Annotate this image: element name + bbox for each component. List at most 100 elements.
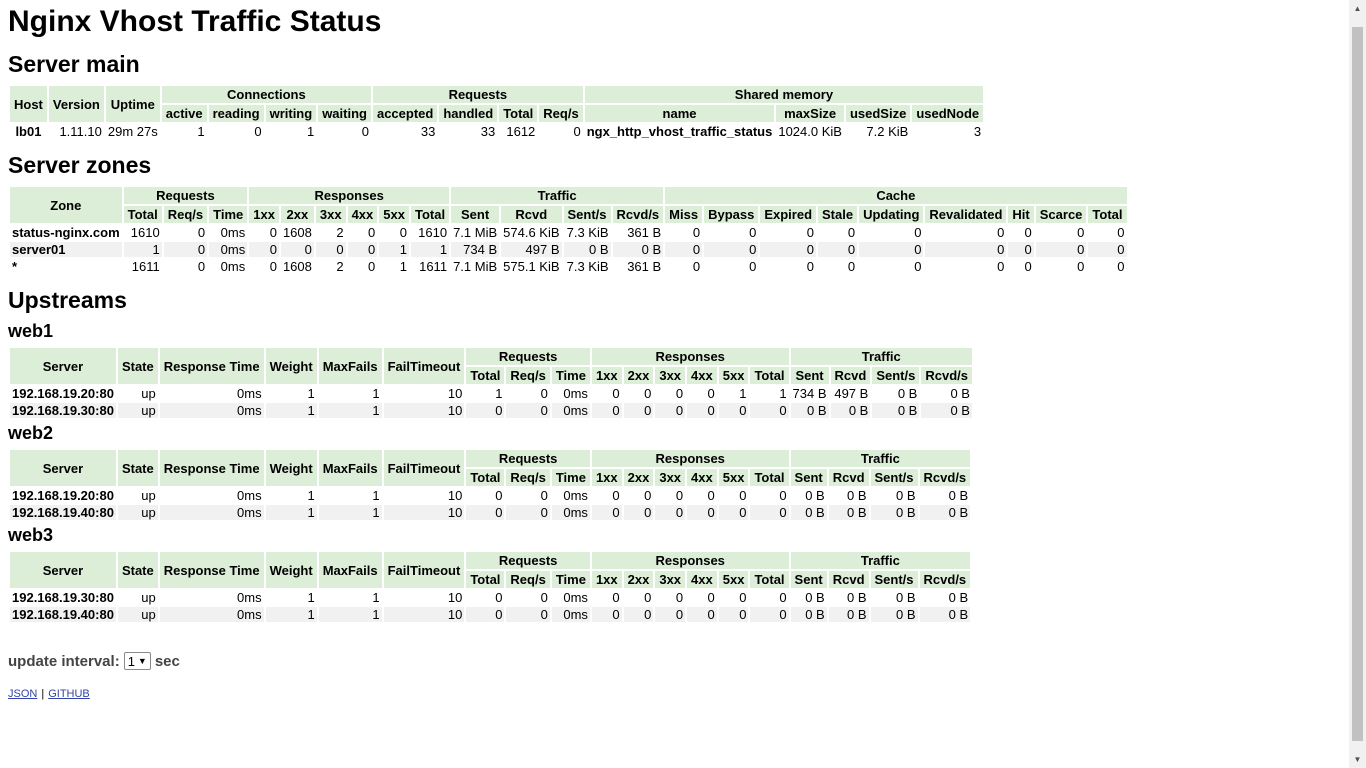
table-row: * 1611 0 0ms 0 1608 2 0 1 1611 7.1 MiB 575.1 KiB 7.3… (10, 259, 1127, 274)
cell: 7.3 KiB (566, 259, 609, 274)
sub-header: Req/s (506, 469, 550, 486)
cell: 0 (591, 403, 622, 418)
cell: 0 (997, 259, 1005, 274)
sub-header: Sent (790, 367, 829, 384)
cell: 0 (368, 225, 376, 240)
upstream-subheaders: Total Req/s Time 1xx 2xx 3xx 4xx 5xx Total Sent Rc… (10, 571, 971, 588)
update-interval-unit: sec (154, 652, 180, 670)
sub-header: Hit (1008, 206, 1034, 223)
link-separator: | (41, 688, 45, 700)
sub-header: Total (750, 571, 789, 588)
sub-header: Total (750, 469, 789, 486)
cell: 0 (779, 488, 787, 503)
cell: 0 (466, 505, 505, 520)
sub-header: Time (551, 367, 590, 384)
json-link[interactable]: JSON (8, 688, 38, 700)
sub-header: Req/s (539, 105, 583, 122)
cell: 0 (718, 403, 749, 418)
cell: 0 (1077, 259, 1085, 274)
scrollbar-thumb[interactable] (1352, 27, 1363, 741)
cell: 0 (495, 590, 503, 605)
col-uptime: Uptime (105, 86, 160, 122)
cell: 0 (739, 488, 747, 503)
cell: 0 (495, 488, 503, 503)
cell: 0 (847, 259, 856, 274)
cell: 0 (540, 488, 548, 503)
cell: 0 B (950, 386, 970, 401)
cell: 0 (623, 403, 654, 418)
cell: 0 (750, 505, 789, 520)
sub-header: Sent/s (870, 469, 918, 486)
cell-uptime: 29m 27s (107, 124, 158, 139)
cell: 0ms (551, 403, 590, 418)
sub-header: Total (466, 571, 505, 588)
col-response-time: Response Time (159, 450, 264, 486)
sub-header: 5xx (718, 469, 749, 486)
cell: 7.2 KiB (866, 124, 909, 139)
cell: 0 (718, 607, 749, 622)
cell-version: 1.11.10 (59, 124, 102, 139)
github-link[interactable]: GITHUB (48, 688, 90, 700)
group-responses: Responses (249, 187, 450, 204)
cell: 3 (973, 124, 982, 139)
upstream-table: Server State Response Time Weight MaxFails Fa… (8, 346, 974, 420)
cell: 734 B (451, 242, 500, 257)
cell: 0 B (897, 386, 918, 401)
cell: 0 (623, 505, 654, 520)
cell-server-address: 192.168.19.30:80 (12, 590, 114, 605)
col-state: State (117, 348, 158, 384)
cell: 0 (163, 242, 208, 257)
cell: 0 (847, 225, 856, 240)
cell: 1024.0 KiB (778, 124, 842, 139)
cell: 0 B (828, 607, 869, 622)
sub-header: Sent (451, 206, 500, 223)
cell: 0 (1088, 242, 1127, 257)
cell: 0 (1008, 242, 1034, 257)
group-connections: Connections (161, 86, 371, 103)
col-weight: Weight (265, 450, 317, 486)
cell: 1610 (418, 225, 448, 240)
cell: 0ms (209, 242, 248, 257)
col-max-fails: MaxFails (318, 450, 382, 486)
cell: 0 (269, 225, 277, 240)
cell: 0 B (790, 505, 827, 520)
cell-server-address: 192.168.19.40:80 (10, 505, 116, 520)
sub-header: 3xx (655, 469, 686, 486)
cell: 0ms (159, 505, 264, 520)
cell: 0 (750, 607, 789, 622)
cell: 0 B (805, 590, 825, 605)
col-weight: Weight (265, 552, 317, 588)
sub-header: 1xx (591, 571, 622, 588)
col-fail-timeout: FailTimeout (383, 450, 465, 486)
cell: 10 (447, 386, 463, 401)
cell: 1 (307, 590, 315, 605)
sub-header: 3xx (655, 367, 686, 384)
upstream-table: Server State Response Time Weight MaxFails Fa… (8, 550, 972, 624)
scroll-down-icon[interactable]: ▼ (1353, 755, 1362, 764)
cell: 0ms (220, 225, 246, 240)
cell: 0 (249, 242, 279, 257)
cell: 0 (612, 488, 620, 503)
upstreams-heading: Upstreams (8, 287, 127, 313)
cell: 1 (265, 607, 317, 622)
group-requests: Requests (466, 450, 590, 467)
cell: 0 (675, 386, 684, 401)
sub-header: Rcvd (830, 367, 871, 384)
cell: 0 (707, 590, 715, 605)
vertical-scrollbar[interactable]: ▲ ▼ (1349, 0, 1366, 768)
cell: 0 B (919, 607, 971, 622)
cell: 1 (372, 590, 380, 605)
update-interval-select[interactable]: 1 ▼ (123, 652, 151, 670)
col-state: State (117, 552, 158, 588)
sub-header: Rcvd (501, 206, 562, 223)
sub-header: Sent/s (563, 206, 611, 223)
cell: 7.1 MiB (453, 259, 498, 274)
sub-header: usedNode (912, 105, 984, 122)
cell: 0 B (612, 242, 664, 257)
group-requests: Requests (466, 552, 590, 569)
scroll-up-icon[interactable]: ▲ (1353, 4, 1362, 13)
cell: 0 B (790, 607, 827, 622)
